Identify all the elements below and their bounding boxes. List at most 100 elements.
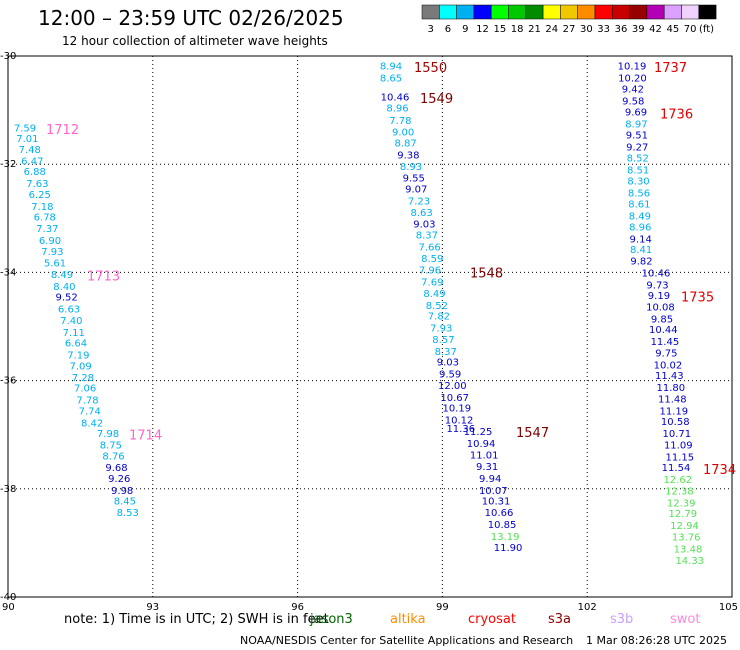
colorbar-label: 21 — [528, 24, 541, 35]
wave-height-value: 9.26 — [108, 474, 130, 485]
wave-height-value: 7.09 — [69, 361, 91, 372]
wave-height-value: 7.98 — [97, 429, 119, 440]
x-tick-label: 90 — [2, 602, 15, 613]
wave-height-value: 7.69 — [421, 278, 443, 289]
colorbar-label: 15 — [493, 24, 506, 35]
wave-height-value: 7.66 — [418, 242, 440, 253]
wave-height-value: 9.58 — [622, 96, 644, 107]
colorbar-label: 27 — [563, 24, 576, 35]
wave-height-value: 12.39 — [667, 498, 696, 509]
wave-height-value: 9.07 — [405, 185, 427, 196]
wave-height-value: 8.53 — [117, 508, 139, 519]
wave-height-value: 10.46 — [381, 93, 410, 104]
color-scale-legend: 3 6 9 12 15 18 21 24 27 30 33 36 39 42 45 70 (ft) — [421, 4, 717, 35]
wave-height-value: 7.74 — [79, 406, 101, 417]
satellite-legend-cryosat: cryosat — [468, 612, 516, 627]
wave-height-value: 7.40 — [60, 316, 82, 327]
wave-height-value: 10.85 — [488, 520, 517, 531]
wave-height-value: 9.51 — [626, 130, 648, 141]
wave-height-value: 9.55 — [403, 174, 425, 185]
wave-height-value: 6.78 — [34, 213, 56, 224]
colorbar-label: 45 — [666, 24, 679, 35]
track-time-label: 1713 — [87, 270, 120, 285]
wave-height-value: 8.75 — [100, 440, 122, 451]
satellite-legend-swot: swot — [670, 612, 701, 627]
wave-height-value: 8.96 — [386, 103, 408, 114]
wave-height-value: 8.65 — [380, 74, 402, 85]
footer-note: note: 1) Time is in UTC; 2) SWH is in fe… — [64, 612, 329, 627]
wave-height-value: 9.69 — [625, 108, 647, 119]
satellite-legend-s3b: s3b — [610, 612, 634, 627]
wave-height-value: 8.97 — [625, 120, 647, 131]
wave-height-value: 10.58 — [661, 417, 690, 428]
wave-height-value: 9.68 — [105, 463, 127, 474]
wave-height-value: 11.15 — [665, 452, 694, 463]
wave-height-value: 10.19 — [618, 62, 647, 73]
wave-height-value: 11.25 — [464, 427, 493, 438]
wave-height-value: 6.88 — [24, 167, 46, 178]
wave-height-value: 6.25 — [29, 190, 51, 201]
wave-height-value: 9.03 — [413, 220, 435, 231]
track-time-label: 1547 — [516, 426, 549, 441]
wave-height-value: 11.80 — [657, 383, 686, 394]
wave-height-value: 10.08 — [646, 302, 675, 313]
x-tick-label: 102 — [578, 602, 597, 613]
track-time-label: 1712 — [46, 123, 79, 138]
wave-height-value: 9.14 — [630, 234, 652, 245]
wave-height-value: 12.38 — [665, 486, 694, 497]
wave-height-value: 8.63 — [410, 208, 432, 219]
wave-height-value: 8.41 — [630, 245, 652, 256]
wave-height-value: 9.94 — [479, 474, 501, 485]
satellite-legend-altika: altika — [390, 612, 426, 627]
wave-height-value: 11.01 — [470, 451, 499, 462]
wave-height-value: 7.48 — [19, 145, 41, 156]
wave-height-value: 8.49 — [51, 270, 73, 281]
wave-height-value: 10.94 — [467, 439, 496, 450]
colorbar-label: 39 — [632, 24, 645, 35]
wave-height-value: 11.09 — [664, 440, 693, 451]
wave-height-value: 8.59 — [421, 254, 443, 265]
wave-height-value: 9.31 — [476, 462, 498, 473]
colorbar-label: 30 — [580, 24, 593, 35]
x-tick-label: 96 — [291, 602, 304, 613]
wave-height-value: 8.96 — [629, 222, 651, 233]
wave-height-value: 9.42 — [622, 84, 644, 95]
track-time-label: 1548 — [470, 266, 503, 281]
y-tick-label: -32 — [0, 159, 16, 170]
wave-height-value: 9.98 — [111, 486, 133, 497]
wave-height-value: 9.82 — [630, 256, 652, 267]
wave-height-value: 8.49 — [423, 289, 445, 300]
wave-height-value: 9.27 — [626, 142, 648, 153]
wave-height-value: 9.38 — [397, 150, 419, 161]
wave-height-value: 10.71 — [662, 429, 691, 440]
track-time-label: 1549 — [420, 92, 453, 107]
x-tick-label: 93 — [146, 602, 159, 613]
wave-height-value: 12.94 — [670, 521, 699, 532]
wave-height-value: 9.52 — [55, 293, 77, 304]
wave-height-value: 8.57 — [432, 335, 454, 346]
wave-height-value: 10.19 — [442, 404, 471, 415]
wave-height-value: 12.00 — [438, 381, 467, 392]
wave-height-value: 7.06 — [74, 384, 96, 395]
wave-height-value: 8.52 — [426, 301, 448, 312]
wave-height-value: 8.45 — [114, 497, 136, 508]
wave-height-value: 13.76 — [672, 532, 701, 543]
y-tick-label: -36 — [0, 376, 16, 387]
y-tick-label: -40 — [0, 592, 16, 603]
wave-height-value: 10.07 — [479, 486, 508, 497]
wave-height-value: 7.78 — [389, 116, 411, 127]
y-tick-label: -30 — [0, 51, 16, 62]
wave-height-value: 12.62 — [663, 475, 692, 486]
track-time-label: 1550 — [414, 61, 447, 76]
wave-height-value: 8.61 — [628, 200, 650, 211]
wave-height-value: 7.93 — [41, 247, 63, 258]
wave-height-value: 8.37 — [435, 347, 457, 358]
wave-height-value: 8.56 — [628, 188, 650, 199]
wave-height-value: 14.33 — [675, 556, 704, 567]
wave-height-value: 6.90 — [39, 236, 61, 247]
track-time-label: 1734 — [703, 463, 736, 478]
wave-height-value: 12.79 — [668, 509, 697, 520]
wave-height-value: 6.63 — [58, 305, 80, 316]
wave-height-value: 11.36 — [446, 424, 475, 435]
satellite-legend-jason3: jason3 — [310, 612, 353, 627]
